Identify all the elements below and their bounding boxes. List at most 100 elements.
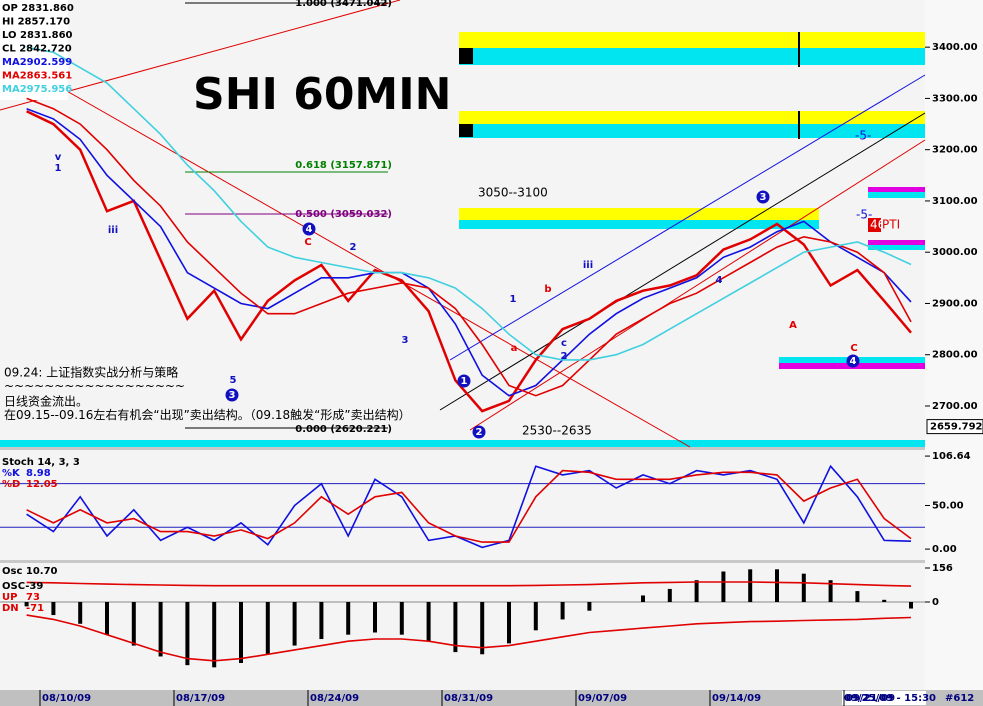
- info-box: [0, 0, 68, 100]
- axis-area: [925, 0, 983, 690]
- bands: [0, 32, 925, 447]
- wave-circle: [756, 190, 770, 204]
- osc-bar: [24, 601, 29, 607]
- wave-label: 1: [55, 163, 62, 174]
- osc-bar: [775, 569, 779, 602]
- x-tick-label: 09/14/09: [712, 693, 761, 704]
- series-line: [26, 110, 912, 413]
- wave-label: 5: [230, 375, 237, 386]
- osc-bar: [426, 601, 431, 642]
- annotation: -5-: [855, 129, 871, 143]
- series-line: [26, 614, 912, 662]
- y-tick-label: 3400.00: [932, 42, 978, 53]
- osc-bar: [453, 601, 458, 653]
- badge: [868, 218, 881, 232]
- osc-bar: [212, 601, 217, 668]
- annotation: 0.618 (3157.871): [295, 160, 392, 171]
- x-tick-label: 08/31/09: [444, 693, 493, 704]
- annotation: -5-: [856, 208, 872, 222]
- wave-label: 1: [510, 294, 517, 305]
- legend-value: 8.98: [26, 468, 51, 479]
- osc-bar: [507, 601, 511, 644]
- stoch-title: Stoch 14, 3, 3: [2, 457, 80, 468]
- series-line: [26, 46, 912, 361]
- wave-label: iii: [108, 225, 118, 236]
- wave-circle: [225, 388, 239, 402]
- chart-title: SHI 60MIN: [193, 69, 451, 120]
- wave-label: C: [850, 343, 857, 354]
- osc-bar: [587, 601, 592, 611]
- y-tick-label: 2900.00: [932, 298, 978, 309]
- osc-bar: [292, 601, 297, 646]
- wave-label: c: [561, 338, 567, 349]
- osc-bar: [346, 601, 351, 635]
- info-line: MA2863.561: [2, 71, 72, 82]
- osc-bar: [641, 595, 645, 602]
- osc-bar: [158, 601, 163, 657]
- osc-bar: [399, 601, 404, 635]
- y-tick-label: 3000.00: [932, 247, 978, 258]
- y-tick-label: 106.64: [932, 451, 971, 462]
- osc-bar: [480, 601, 485, 655]
- wave-label: 2: [350, 242, 357, 253]
- osc-bar: [239, 601, 243, 663]
- series-line: [26, 97, 912, 397]
- wave-label: 3: [760, 192, 767, 203]
- y-tick-label: 156: [932, 563, 953, 574]
- series-line: [26, 464, 912, 549]
- stoch-panel: [0, 450, 925, 560]
- x-tick-label: 08/24/09: [310, 693, 359, 704]
- wave-circle: [472, 425, 486, 439]
- legend-value: -71: [26, 603, 44, 614]
- legend-name: %K: [2, 468, 21, 479]
- osc-bar: [667, 588, 672, 602]
- osc-bar: [185, 601, 190, 666]
- info-line: MA2975.956: [2, 84, 72, 95]
- time-box: [842, 691, 926, 705]
- osc-title: Osc 10.70: [2, 566, 58, 577]
- note: ~~~~~~~~~~~~~~~~~~: [4, 379, 185, 393]
- x-tick-label: 08/10/09: [42, 693, 91, 704]
- wave-label: 2: [561, 351, 568, 362]
- last-price-box: [926, 419, 983, 435]
- annotation: 0.500 (3059.032): [295, 209, 392, 220]
- note: 日线资金流出。: [4, 394, 88, 409]
- y-tick-label: 0: [932, 597, 939, 608]
- trend-lines: [0, 0, 926, 448]
- annotation: 1.000 (3471.042): [295, 0, 392, 9]
- info-line: LO 2831.860: [2, 30, 73, 41]
- annotation: 46: [870, 218, 885, 232]
- y-tick-label: 2700.00: [932, 401, 978, 412]
- legend-name: DN: [2, 603, 19, 614]
- info-line: OP 2831.860: [2, 3, 74, 14]
- wave-label: 4: [306, 224, 313, 235]
- legend-value: 73: [26, 592, 40, 603]
- osc-bar: [909, 601, 913, 609]
- status-bar: [0, 690, 983, 706]
- osc-bar: [51, 601, 56, 616]
- osc-bar: [801, 573, 806, 602]
- y-tick-label: 0.00: [932, 544, 957, 555]
- annotation: PTI: [882, 218, 900, 232]
- wave-label: 4: [850, 356, 857, 367]
- osc-bar: [855, 591, 860, 602]
- wave-label: 2: [476, 427, 483, 438]
- legend-name: OSC-39: [2, 581, 43, 592]
- wave-label: 4: [716, 275, 723, 286]
- cursor-time: 09/25/09 - 15:30: [844, 693, 936, 704]
- wave-label: 1: [461, 376, 468, 387]
- wave-label: a: [511, 343, 518, 354]
- y-tick-label: 2800.00: [932, 350, 978, 361]
- info-line: CL 2842.720: [2, 44, 72, 55]
- last-price: 2659.792: [930, 422, 983, 433]
- x-tick-label: 08/17/09: [176, 693, 225, 704]
- series-line: [26, 107, 912, 397]
- annotation: 2530--2635: [522, 424, 592, 438]
- info-line: HI 2857.170: [2, 17, 70, 28]
- y-tick-label: 3200.00: [932, 145, 978, 156]
- osc-bar: [694, 580, 699, 602]
- annotation: 3050--3100: [478, 186, 548, 200]
- wave-label: v: [55, 152, 62, 163]
- wave-label: 3: [402, 335, 409, 346]
